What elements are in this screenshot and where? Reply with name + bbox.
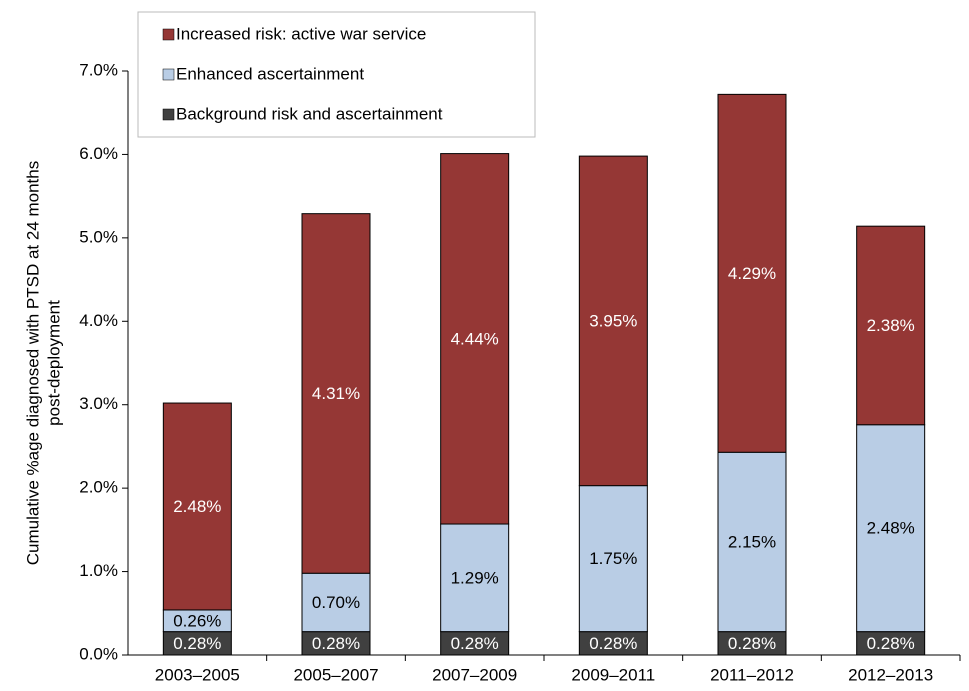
bar-segment — [440, 153, 510, 525]
data-label: 2.38% — [867, 316, 915, 335]
legend-label: Enhanced ascertainment — [176, 64, 364, 83]
bar-segment — [578, 155, 648, 487]
x-tick-label: 2009–2011 — [571, 665, 655, 684]
bar-segment — [856, 225, 926, 426]
data-label: 0.28% — [312, 634, 360, 653]
data-label: 2.48% — [867, 519, 915, 538]
y-axis-title: Cumulative %age diagnosed with PTSD at 2… — [23, 161, 42, 565]
legend-swatch — [162, 28, 175, 41]
bar-segment — [578, 485, 648, 633]
data-label: 2.48% — [173, 497, 221, 516]
x-tick-label: 2012–2013 — [848, 665, 933, 684]
x-tick-label: 2011–2012 — [710, 665, 794, 684]
data-label: 3.95% — [589, 311, 637, 330]
y-tick-label: 1.0% — [79, 561, 118, 580]
data-label: 2.15% — [728, 532, 776, 551]
data-label: 4.31% — [312, 384, 360, 403]
data-label: 1.75% — [589, 549, 637, 568]
data-label: 0.28% — [728, 634, 776, 653]
bar-segment — [440, 523, 510, 633]
bar-segment — [717, 451, 787, 633]
bar-segment — [301, 213, 371, 574]
data-label: 0.28% — [867, 634, 915, 653]
y-axis-title: post-deployment — [44, 300, 63, 426]
x-tick-label: 2005–2007 — [293, 665, 378, 684]
data-label: 0.70% — [312, 593, 360, 612]
bar-segment — [856, 424, 926, 633]
legend-swatch — [162, 108, 175, 121]
data-label: 1.29% — [451, 568, 499, 587]
x-tick-label: 2003–2005 — [155, 665, 240, 684]
data-label: 4.44% — [451, 329, 499, 348]
y-tick-label: 3.0% — [79, 394, 118, 413]
y-tick-label: 2.0% — [79, 478, 118, 497]
bar-segment — [717, 93, 787, 453]
data-label: 4.29% — [728, 264, 776, 283]
y-tick-label: 7.0% — [79, 60, 118, 79]
y-tick-label: 5.0% — [79, 227, 118, 246]
legend-swatch — [162, 68, 175, 81]
data-label: 0.28% — [173, 634, 221, 653]
bar-segment — [162, 402, 232, 611]
legend-label: Background risk and ascertainment — [176, 104, 443, 123]
y-tick-label: 4.0% — [79, 311, 118, 330]
y-tick-label: 6.0% — [79, 144, 118, 163]
data-label: 0.28% — [589, 634, 637, 653]
legend-label: Increased risk: active war service — [176, 24, 426, 43]
data-label: 0.26% — [173, 611, 221, 630]
legend-box — [137, 11, 536, 138]
bar-segment — [301, 572, 371, 633]
y-tick-label: 0.0% — [79, 644, 118, 663]
x-tick-label: 2007–2009 — [432, 665, 517, 684]
data-label: 0.28% — [451, 634, 499, 653]
